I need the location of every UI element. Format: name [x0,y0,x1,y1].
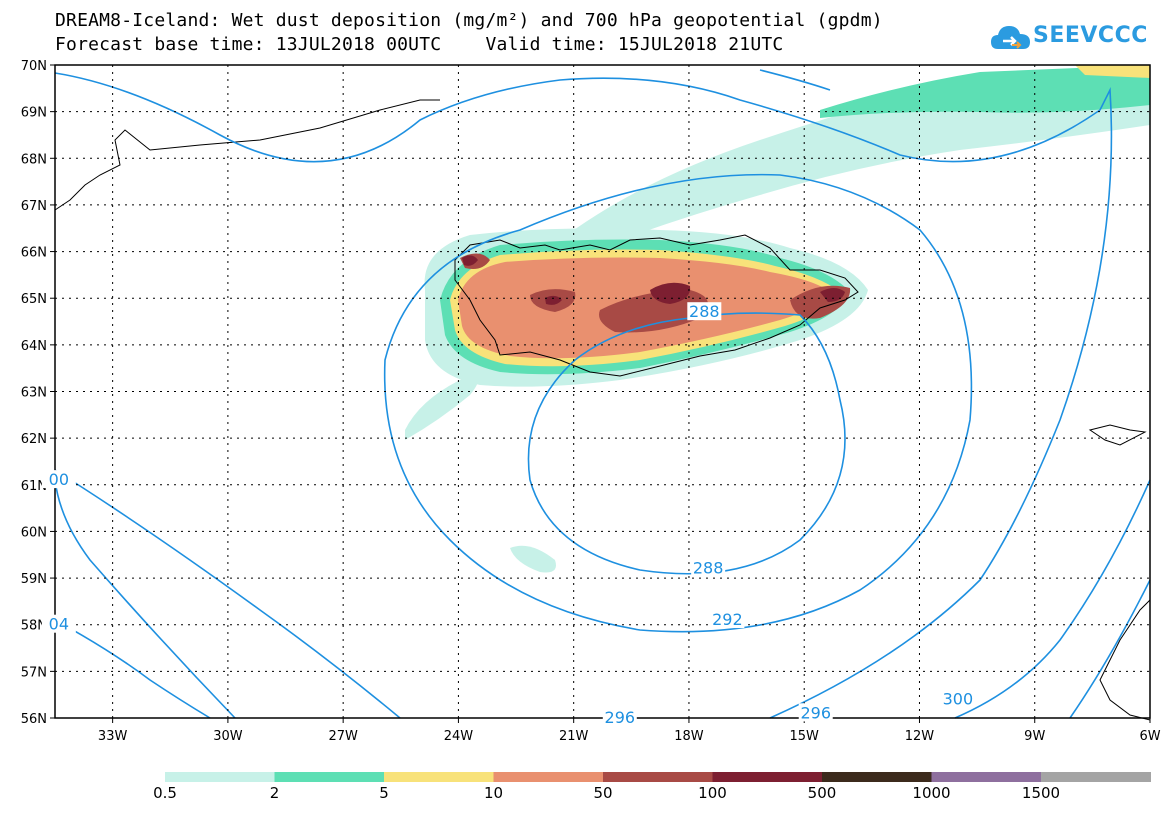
lat-label: 60N [21,525,47,540]
colorbar-label: 500 [807,784,837,802]
contour-label-bg [798,703,833,722]
colorbar-label: 5 [379,784,389,802]
colorbar-segment [493,772,604,782]
lat-label: 61N [21,479,47,494]
lon-label: 18W [674,729,704,744]
lon-label: 30W [213,729,243,744]
lon-label: 12W [905,729,935,744]
lat-label: 64N [21,339,47,354]
colorbar-segment [274,772,385,782]
colorbar-label: 100 [698,784,727,802]
dust-plume-medium [820,65,1150,118]
contour-label: 288 [693,559,724,578]
contour-label: 300 [943,689,974,708]
longitude-labels: 33W 30W 27W 24W 21W 18W 15W 12W 9W 6W [98,729,1161,744]
contour-label: 296 [605,708,636,727]
colorbar-segment [603,772,713,782]
contour-upper-right [759,69,831,91]
contour-292 [383,173,973,633]
contour-label-bg [940,689,975,708]
lat-label: 68N [21,152,47,167]
contour-304 [54,619,211,719]
colorbar-label: 2 [269,784,280,802]
cloud-arrow-icon [991,26,1030,49]
lon-label: 33W [98,729,128,744]
lat-label: 66N [21,246,47,261]
contour-label-bg [687,302,722,321]
contour-296 [54,72,1113,719]
seevccc-logo: SEEVCCC [990,18,1150,58]
axis-ticks [50,64,1151,723]
colorbar-segment [165,772,275,782]
greenland-coastline [54,99,440,211]
contour-label-bg [691,558,726,577]
lat-label: 59N [21,572,47,587]
chart-subtitle: Forecast base time: 13JUL2018 00UTC Vali… [55,34,784,55]
dust-south-blob [510,545,556,573]
faroe-islands [1088,424,1147,446]
contour-label-bg [41,470,76,489]
contour-label: 292 [712,610,743,629]
lat-label: 70N [21,59,47,74]
colorbar-label: 10 [483,784,504,802]
lat-label: 62N [21,432,47,447]
lon-label: 15W [790,729,820,744]
lat-label: 69N [21,106,47,121]
contour-label-bg [710,610,745,629]
colorbar-label: 50 [593,784,613,802]
colorbar-label: 1500 [1021,784,1061,802]
contour-label: 288 [689,302,720,321]
contour-304-east [1069,579,1151,719]
geopotential-contours [54,69,1151,719]
chart-title: DREAM8-Iceland: Wet dust deposition (mg/… [55,10,883,31]
contour-label-bg [602,708,637,726]
colorbar-label: 1000 [912,784,951,802]
contour-label-bg [41,614,76,633]
contour-300-east [954,479,1151,719]
colorbar-segment [384,772,494,782]
lat-label: 57N [21,665,47,680]
lat-label: 63N [21,386,47,401]
contour-300 [54,469,401,719]
latitude-labels: 70N 69N 68N 67N 66N 65N 64N 63N 62N 61N 60N 59N 58N 5… [21,59,47,727]
contour-label: 04 [49,615,69,634]
lon-label: 6W [1139,729,1160,744]
colorbar-segment [1041,772,1151,782]
lat-label: 67N [21,199,47,214]
dust-plume-yellow [1075,65,1150,78]
lat-label: 58N [21,619,47,634]
dust-maroon-1 [650,282,691,304]
dust-maroon-3 [462,255,478,266]
colorbar-label: 0.5 [153,784,177,802]
lon-label: 21W [559,729,589,744]
lat-label: 56N [21,712,47,727]
contour-labels: 288 288 292 296 296 300 00 04 [41,302,975,727]
dust-sw-streak [405,377,478,440]
lon-label: 27W [328,729,358,744]
logo-text: SEEVCCC [1033,23,1148,48]
lon-label: 24W [444,729,474,744]
dust-deposition-shading [405,65,1150,573]
graticule [55,65,1150,718]
colorbar [165,772,1151,782]
colorbar-segment [712,772,823,782]
contour-label: 296 [800,703,831,722]
iceland-coastline [454,234,859,377]
colorbar-segment [822,772,932,782]
lon-label: 9W [1024,729,1045,744]
colorbar-segment [931,772,1042,782]
lat-label: 65N [21,292,47,307]
contour-label: 00 [49,470,69,489]
dust-maroon-4 [545,295,562,305]
